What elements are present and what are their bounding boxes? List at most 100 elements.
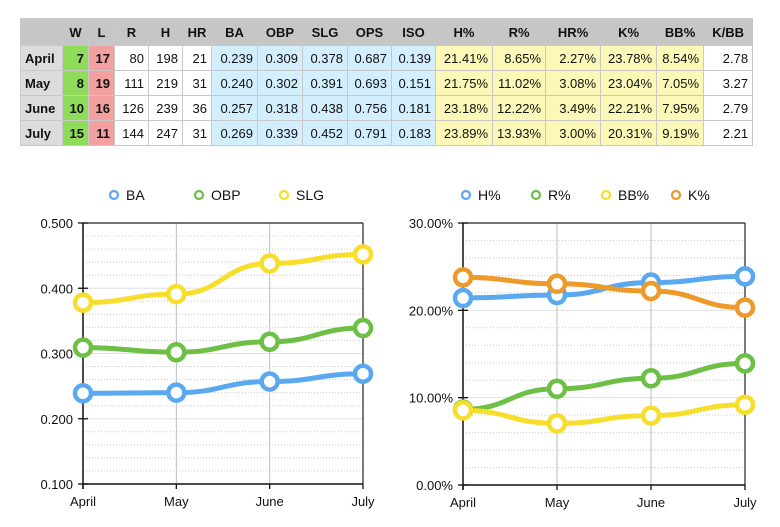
table-cell: 239	[148, 95, 183, 121]
column-header: L	[88, 18, 115, 46]
table-cell: 80	[114, 45, 149, 71]
data-point	[734, 353, 756, 374]
data-point	[452, 400, 474, 421]
table-cell: 2.21	[703, 120, 754, 146]
legend-label: SLG	[296, 187, 324, 203]
table-cell: 0.391	[302, 70, 348, 96]
table-cell: 126	[114, 95, 149, 121]
table-cell: 31	[182, 120, 212, 146]
column-header: H%	[435, 18, 493, 46]
table-cell: 19	[88, 70, 115, 96]
table-cell: 2.78	[703, 45, 754, 71]
data-point	[546, 378, 568, 400]
table-cell: 0.438	[302, 95, 348, 121]
series-line-bb-pct	[460, 402, 748, 426]
data-point	[640, 280, 662, 302]
data-point	[734, 266, 756, 287]
series-line-slg	[80, 251, 366, 306]
table-cell: 0.139	[391, 45, 436, 71]
table-cell: 8.65%	[491, 45, 547, 71]
table-cell: 0.756	[347, 95, 392, 121]
table-cell: 7.95%	[656, 95, 705, 121]
column-header: BA	[211, 18, 258, 46]
y-tick-label: 0.00%	[416, 478, 453, 493]
table-header-row: W L R H HR BA OBP SLG OPS ISO H% R% HR% K% BB% K/BB	[20, 18, 754, 46]
table-row: May 8 19 111 219 31 0.240 0.302 0.391 0.693 0.151 2…	[20, 70, 754, 96]
table-cell: 21.75%	[435, 70, 493, 96]
legend-marker-icon	[193, 189, 205, 201]
table-cell: 0.791	[347, 120, 392, 146]
column-header: HR	[182, 18, 212, 46]
series-line-ba	[80, 371, 366, 396]
column-header: SLG	[302, 18, 348, 46]
y-tick-label: 10.00%	[409, 391, 454, 406]
rate-stats-chart: 0.100 0.200 0.300 0.400 0.500 April May June Jul…	[40, 187, 375, 509]
data-point	[259, 331, 280, 353]
data-point	[166, 382, 187, 403]
table-cell: 144	[114, 120, 149, 146]
legend-label: K%	[688, 187, 710, 203]
x-tick-label: July	[733, 495, 757, 510]
legend-label: H%	[478, 187, 501, 203]
legend-item-r-pct: R%	[530, 187, 571, 203]
table-cell: 7	[62, 45, 89, 71]
table-cell: 12.22%	[491, 95, 547, 121]
data-point	[640, 405, 662, 426]
legend-item-ba: BA	[108, 187, 145, 203]
table-cell: 0.378	[302, 45, 348, 71]
table-cell: 16	[88, 95, 115, 121]
row-label: July	[20, 120, 63, 146]
legend-label: R%	[548, 187, 571, 203]
table-cell: 0.257	[211, 95, 258, 121]
legend-label: OBP	[211, 187, 241, 203]
column-header	[20, 18, 63, 46]
table-row: June 10 16 126 239 36 0.257 0.318 0.438 0.756 0.18…	[20, 95, 754, 121]
table-cell: 11.02%	[491, 70, 547, 96]
legend-label: BB%	[618, 187, 649, 203]
y-tick-label: 20.00%	[409, 303, 454, 318]
table-row: April 7 17 80 198 21 0.239 0.309 0.378 0.687 0.139…	[20, 45, 754, 71]
column-header: W	[62, 18, 89, 46]
column-header: R	[114, 18, 149, 46]
data-point	[734, 394, 756, 415]
table-cell: 21	[182, 45, 212, 71]
data-point	[452, 287, 474, 309]
data-point	[259, 253, 280, 274]
table-cell: 0.239	[211, 45, 258, 71]
legend-item-obp: OBP	[193, 187, 241, 203]
data-point	[72, 383, 94, 404]
table-cell: 23.18%	[435, 95, 493, 121]
table-cell: 20.31%	[600, 120, 658, 146]
table-cell: 0.183	[391, 120, 436, 146]
row-label: April	[20, 45, 63, 71]
y-tick-label: 30.00%	[409, 216, 454, 231]
table-row: July 15 11 144 247 31 0.269 0.339 0.452 0.791 0.18…	[20, 120, 754, 146]
legend-marker-icon	[530, 189, 542, 201]
table-cell: 3.27	[703, 70, 754, 96]
data-point	[452, 267, 474, 288]
x-tick-label: June	[637, 495, 665, 510]
table-cell: 2.27%	[545, 45, 602, 71]
table-cell: 8.54%	[656, 45, 705, 71]
table-cell: 0.339	[257, 120, 303, 146]
table-cell: 2.79	[703, 95, 754, 121]
y-tick-label: 0.100	[40, 477, 73, 492]
data-point	[352, 244, 374, 265]
legend-marker-icon	[108, 189, 120, 201]
column-header: H	[148, 18, 183, 46]
legend-item-bb-pct: BB%	[600, 187, 649, 203]
y-tick-label: 0.500	[40, 216, 73, 231]
data-point	[166, 341, 187, 363]
series-line-r-pct	[460, 360, 748, 412]
table-cell: 0.302	[257, 70, 303, 96]
series-line-k-pct	[460, 274, 748, 311]
table-cell: 3.08%	[545, 70, 602, 96]
percent-stats-chart: 0.00% 10.00% 20.00% 30.00% April May June July H…	[409, 187, 757, 510]
legend-marker-icon	[460, 189, 472, 201]
legend-marker-icon	[278, 189, 290, 201]
table-cell: 0.151	[391, 70, 436, 96]
legend-item-k-pct: K%	[670, 187, 710, 203]
table-cell: 11	[88, 120, 115, 146]
data-point	[546, 413, 568, 434]
table-cell: 0.318	[257, 95, 303, 121]
